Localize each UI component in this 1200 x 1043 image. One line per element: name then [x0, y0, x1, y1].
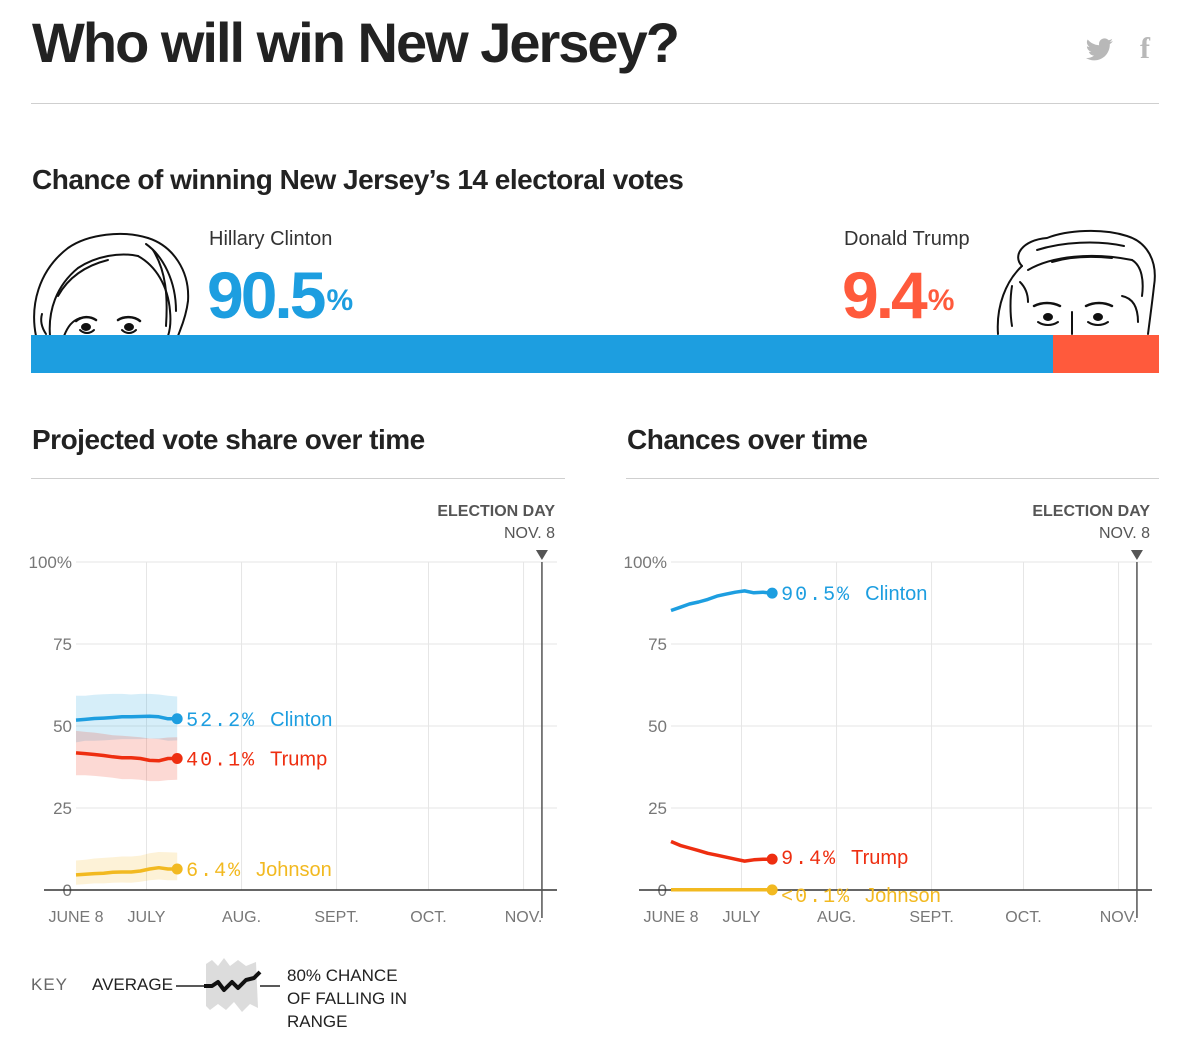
series-value-trump: 9.4% [781, 848, 851, 871]
y-tick-label: 50 [53, 717, 72, 736]
series-label-trump: 9.4% Trump [781, 847, 908, 871]
election-day-label: ELECTION DAY [437, 503, 555, 520]
series-end-point-johnson [171, 863, 183, 875]
page-title: Who will win New Jersey? [32, 11, 680, 74]
clinton-name: Hillary Clinton [209, 228, 333, 250]
y-tick-label: 100% [29, 553, 72, 572]
election-day-date: NOV. 8 [504, 525, 555, 542]
vote-share-chart: 0255075100%JUNE 8JULYAUG.SEPT.OCT.NOV.52… [29, 550, 557, 926]
election-day-date-2: NOV. 8 [1099, 525, 1150, 542]
key-average-label: AVERAGE [92, 975, 173, 994]
x-tick-label: OCT. [410, 909, 446, 926]
series-label-johnson: 6.4% Johnson [186, 859, 332, 883]
series-name-johnson: Johnson [256, 859, 332, 881]
vote-share-divider [31, 478, 565, 479]
clinton-chance-number: 90.5 [207, 258, 326, 332]
series-name-trump: Trump [851, 847, 908, 869]
clinton-chance-value: 90.5% [207, 262, 353, 328]
key-label: KEY [31, 975, 69, 994]
twitter-icon[interactable] [1085, 38, 1114, 67]
chance-bar [31, 335, 1159, 373]
series-line-trump [75, 751, 178, 763]
x-tick-label: JUNE 8 [48, 909, 103, 926]
x-tick-label: JULY [128, 909, 166, 926]
key-range-line-2: OF FALLING IN [287, 989, 407, 1008]
series-label-clinton: 90.5% Clinton [781, 583, 927, 607]
key-range-line-3: RANGE [287, 1012, 348, 1031]
y-tick-label: 100% [624, 553, 667, 572]
key-range-swatch [176, 958, 286, 1019]
key-range-line-1: 80% CHANCE [287, 966, 398, 985]
y-tick-label: 75 [53, 635, 72, 654]
y-tick-label: 25 [53, 799, 72, 818]
clinton-chance-bar [31, 335, 1053, 373]
y-tick-label: 50 [648, 717, 667, 736]
trump-portrait-icon [992, 226, 1160, 341]
x-tick-label: JUNE 8 [643, 909, 698, 926]
x-tick-label: NOV. [1100, 909, 1138, 926]
series-name-trump: Trump [270, 748, 327, 770]
x-tick-label: AUG. [222, 909, 261, 926]
series-name-johnson: Johnson [865, 885, 941, 907]
election-day-arrow [1130, 550, 1143, 560]
x-tick-label: NOV. [505, 909, 543, 926]
range-band-johnson [76, 852, 178, 885]
series-label-clinton: 52.2% Clinton [186, 709, 332, 733]
series-value-clinton: 52.2% [186, 710, 270, 733]
clinton-portrait-icon [28, 226, 194, 341]
vote-share-chart-title: Projected vote share over time [32, 424, 425, 455]
series-name-clinton: Clinton [865, 583, 927, 605]
election-day-label-2: ELECTION DAY [1032, 503, 1150, 520]
x-tick-label: SEPT. [314, 909, 358, 926]
facebook-icon[interactable]: f [1140, 32, 1150, 65]
y-tick-label: 75 [648, 635, 667, 654]
series-label-johnson: <0.1% Johnson [781, 885, 941, 909]
series-line-trump [670, 839, 773, 863]
chance-section-title: Chance of winning New Jersey’s 14 electo… [32, 164, 684, 195]
trump-chance-value: 9.4% [842, 262, 954, 328]
series-line-clinton [75, 714, 178, 722]
x-tick-label: OCT. [1005, 909, 1041, 926]
series-end-point-clinton [766, 587, 778, 599]
election-day-arrow [535, 550, 548, 560]
series-value-johnson: 6.4% [186, 860, 256, 883]
series-end-point-trump [171, 752, 183, 764]
range-band-trump [76, 730, 178, 782]
series-name-clinton: Clinton [270, 709, 332, 731]
trump-name: Donald Trump [844, 228, 970, 250]
series-value-trump: 40.1% [186, 749, 270, 772]
series-end-point-johnson [766, 884, 778, 896]
chances-chart-title: Chances over time [627, 424, 868, 455]
series-label-trump: 40.1% Trump [186, 748, 327, 772]
x-tick-label: SEPT. [909, 909, 953, 926]
trump-chance-bar [1053, 335, 1159, 373]
y-tick-label: 25 [648, 799, 667, 818]
chances-chart: 0255075100%JUNE 8JULYAUG.SEPT.OCT.NOV.90… [624, 550, 1152, 926]
trump-percent-sign: % [927, 284, 955, 317]
series-end-point-clinton [171, 713, 183, 725]
chances-divider [626, 478, 1159, 479]
x-tick-label: JULY [723, 909, 761, 926]
clinton-percent-sign: % [326, 284, 354, 317]
series-line-clinton [670, 589, 773, 613]
series-line-johnson [75, 865, 178, 877]
series-end-point-trump [766, 853, 778, 865]
trump-chance-number: 9.4 [842, 258, 928, 332]
x-tick-label: AUG. [817, 909, 856, 926]
header-divider [31, 103, 1159, 104]
key-range-label: 80% CHANCE OF FALLING IN RANGE [287, 964, 407, 1033]
series-value-johnson: <0.1% [781, 886, 865, 909]
series-value-clinton: 90.5% [781, 584, 865, 607]
